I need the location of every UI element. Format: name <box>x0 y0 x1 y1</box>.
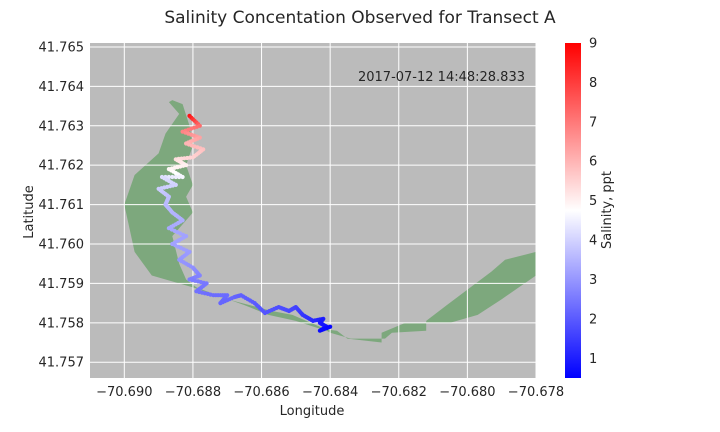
chart-title: Salinity Concentation Observed for Trans… <box>164 8 556 28</box>
colorbar-tick-label: 8 <box>589 76 597 91</box>
x-tick-label: −70.690 <box>96 385 152 400</box>
salinity-point <box>173 174 178 180</box>
x-axis-title: Longitude <box>280 404 345 419</box>
colorbar-tick-label: 9 <box>589 37 597 52</box>
x-tick-label: −70.688 <box>165 385 221 400</box>
colorbar-scale <box>565 43 581 378</box>
timestamp-annotation: 2017-07-12 14:48:28.833 <box>358 70 525 85</box>
y-axis-title: Latitude <box>22 185 37 239</box>
salinity-point <box>170 174 175 180</box>
x-tick-label: −70.686 <box>233 385 289 400</box>
y-tick-label: 41.761 <box>39 198 85 213</box>
colorbar-label: Salinity, ppt <box>600 171 615 249</box>
y-tick-label: 41.759 <box>39 277 85 292</box>
plot-area: −70.690 −70.688 −70.686 −70.684 −70.682 −70.6… <box>39 40 565 400</box>
x-tick-label: −70.680 <box>439 385 495 400</box>
y-tick-label: 41.757 <box>39 356 85 371</box>
x-tick-label: −70.684 <box>302 385 358 400</box>
salinity-point <box>328 324 333 329</box>
y-tick-label: 41.764 <box>39 80 85 95</box>
x-tick-label: −70.682 <box>371 385 427 400</box>
colorbar-tick-label: 4 <box>589 234 597 249</box>
y-tick-label: 41.765 <box>39 40 85 55</box>
x-tick-label: −70.678 <box>508 385 564 400</box>
y-tick-label: 41.758 <box>39 316 85 331</box>
colorbar-tick-label: 3 <box>589 273 597 288</box>
colorbar-tick-label: 5 <box>589 194 597 209</box>
colorbar-tick-label: 7 <box>589 115 597 130</box>
colorbar-tick-label: 2 <box>589 312 597 327</box>
y-tick-label: 41.762 <box>39 159 85 174</box>
colorbar-tick-label: 6 <box>589 155 597 170</box>
colorbar: 1 2 3 4 5 6 7 8 9 <box>565 37 597 378</box>
y-tick-label: 41.760 <box>39 238 85 253</box>
colorbar-tick-label: 1 <box>589 352 597 367</box>
salinity-point <box>180 174 185 180</box>
salinity-point <box>177 174 182 180</box>
y-tick-label: 41.763 <box>39 119 85 134</box>
